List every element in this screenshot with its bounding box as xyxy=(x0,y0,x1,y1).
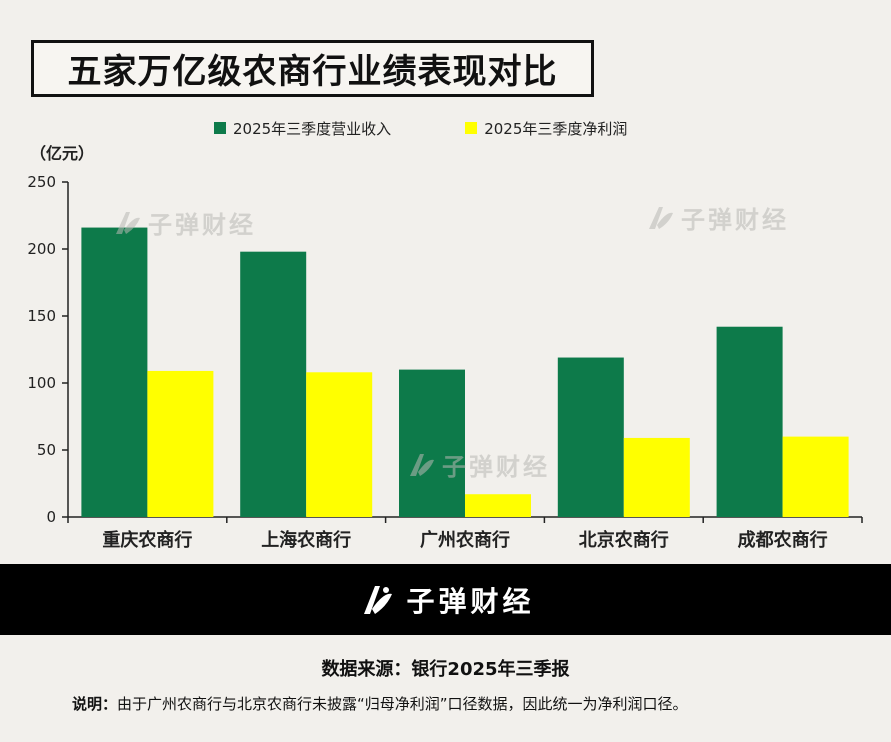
footnote-text: 由于广州农商行与北京农商行未披露“归母净利润”口径数据，因此统一为净利润口径。 xyxy=(117,695,688,713)
y-tick-label: 150 xyxy=(27,307,56,325)
legend: 2025年三季度营业收入 2025年三季度净利润 xyxy=(214,116,701,140)
y-tick-label: 250 xyxy=(27,173,56,191)
footnote: 说明：由于广州农商行与北京农商行未披露“归母净利润”口径数据，因此统一为净利润口… xyxy=(72,693,688,714)
legend-item-revenue: 2025年三季度营业收入 xyxy=(214,118,391,139)
x-category-label: 北京农商行 xyxy=(579,529,669,551)
bar-revenue xyxy=(557,357,624,517)
watermark-text: 子弹财经 xyxy=(681,206,789,234)
legend-item-profit: 2025年三季度净利润 xyxy=(465,118,627,139)
y-tick-label: 200 xyxy=(27,240,56,258)
legend-swatch-profit xyxy=(465,122,478,134)
watermark: 子弹财经 xyxy=(110,205,256,240)
x-category-label: 重庆农商行 xyxy=(102,529,192,551)
bar-profit xyxy=(623,437,690,517)
bullet-logo-icon xyxy=(410,453,434,476)
chart-title: 五家万亿级农商行业绩表现对比 xyxy=(31,40,594,97)
bar-revenue xyxy=(399,369,465,517)
y-axis-unit: （亿元） xyxy=(30,144,95,163)
footer-brand: 子弹财经 xyxy=(356,580,534,620)
bar-profit xyxy=(782,436,849,517)
bar-revenue xyxy=(240,251,307,517)
footnote-label: 说明： xyxy=(72,695,118,713)
y-tick-label: 50 xyxy=(37,441,56,459)
footer-band: 子弹财经 xyxy=(0,564,891,635)
watermark-text: 子弹财经 xyxy=(148,211,256,239)
footer-brand-text: 子弹财经 xyxy=(406,584,535,618)
legend-label-profit: 2025年三季度净利润 xyxy=(484,119,628,138)
bar-profit xyxy=(306,372,373,517)
x-category-label: 成都农商行 xyxy=(738,529,828,551)
data-source: 数据来源：银行2025年三季报 xyxy=(321,659,570,680)
bar-profit xyxy=(465,494,531,517)
y-tick-label: 100 xyxy=(27,374,56,392)
bar-chart: 0 50 100 150 200 250 重庆农商行 上海农商行 广州农商行 北京农商行 成都农商行 xyxy=(27,173,863,551)
watermark: 子弹财经 xyxy=(404,447,550,482)
watermark: 子弹财经 xyxy=(643,200,789,235)
x-category-label: 上海农商行 xyxy=(261,529,351,551)
bar-revenue xyxy=(716,326,783,517)
bullet-logo-icon xyxy=(116,211,140,234)
legend-label-revenue: 2025年三季度营业收入 xyxy=(233,119,392,138)
watermark-text: 子弹财经 xyxy=(442,453,550,481)
bar-revenue xyxy=(81,227,148,517)
x-category-label: 广州农商行 xyxy=(420,529,510,551)
bullet-logo-icon xyxy=(649,206,673,229)
y-tick-label: 0 xyxy=(46,508,56,526)
bullet-logo-icon xyxy=(364,585,393,614)
legend-swatch-revenue xyxy=(214,122,226,134)
bar-profit xyxy=(147,370,214,517)
